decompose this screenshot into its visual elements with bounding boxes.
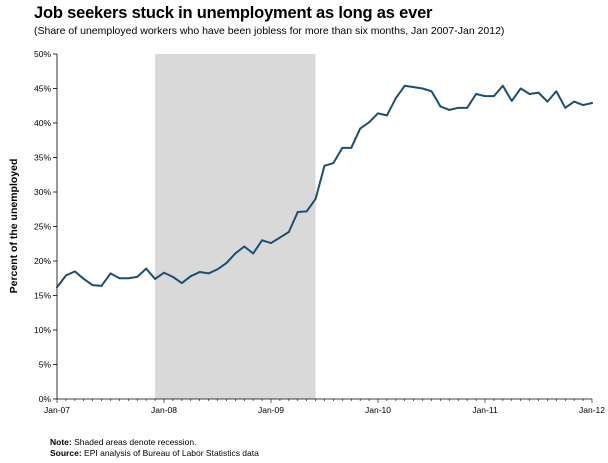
series-line — [56, 84, 593, 289]
x-tick-label: Jan-09 — [258, 405, 284, 415]
note-line: Note: Shaded areas denote recession. — [50, 437, 259, 448]
data-point — [394, 97, 397, 100]
data-point — [82, 278, 85, 280]
data-point — [189, 275, 192, 278]
data-point — [555, 90, 558, 93]
y-tick-label: 30% — [34, 187, 51, 197]
data-point — [510, 100, 513, 102]
notes-block: Note: Shaded areas denote recession. Sou… — [50, 437, 259, 459]
data-point — [564, 106, 567, 109]
data-point — [154, 278, 156, 280]
data-point — [198, 271, 201, 273]
y-tick-label: 40% — [34, 118, 51, 128]
data-point — [216, 268, 219, 271]
data-point — [493, 95, 495, 97]
data-point — [537, 91, 540, 94]
note-text: Shaded areas denote recession. — [74, 437, 197, 447]
y-tick-label: 50% — [34, 49, 51, 59]
data-point — [305, 210, 308, 213]
data-point — [252, 252, 255, 255]
data-point — [91, 284, 94, 287]
x-tick-label: Jan-10 — [365, 405, 391, 415]
data-point — [180, 282, 183, 284]
data-point — [118, 277, 121, 280]
data-point — [261, 239, 263, 242]
data-point — [56, 286, 58, 289]
data-point — [127, 277, 130, 280]
data-point — [100, 284, 103, 287]
y-tick-label: 5% — [39, 360, 52, 370]
data-point — [528, 93, 531, 95]
data-point — [207, 272, 210, 275]
y-axis-label: Percent of the unemployed — [8, 159, 20, 294]
data-point — [484, 95, 486, 97]
data-point — [163, 271, 165, 274]
data-point — [582, 104, 584, 106]
data-point — [359, 127, 362, 130]
chart-subtitle: (Share of unemployed workers who have be… — [34, 25, 505, 37]
data-point — [323, 164, 326, 167]
data-point — [332, 162, 335, 164]
source-label: Source: — [50, 448, 82, 458]
data-point — [296, 211, 299, 213]
data-point — [287, 231, 290, 233]
data-point — [475, 93, 477, 95]
y-tick-label: 10% — [34, 325, 51, 335]
data-point — [368, 121, 370, 124]
data-point — [377, 112, 379, 115]
data-point — [172, 275, 174, 278]
data-point — [243, 245, 246, 248]
series-layer — [56, 84, 593, 289]
data-point — [546, 100, 549, 103]
axes-layer: 0% 5% 10% 15% 20% 25% 30% 35% 40% 45% 50% Jan-07 Jan… — [34, 49, 605, 415]
source-text: EPI analysis of Bureau of Labor Statisti… — [84, 448, 259, 458]
data-point — [136, 275, 139, 278]
chart-title: Job seekers stuck in unemployment as lon… — [34, 4, 433, 22]
data-point — [279, 236, 281, 239]
recession-shade — [155, 54, 316, 399]
data-point — [65, 274, 67, 277]
data-point — [573, 100, 576, 103]
data-point — [350, 146, 353, 149]
data-point — [314, 198, 317, 200]
y-tick-label: 15% — [34, 291, 51, 301]
x-tick-label: Jan-08 — [151, 405, 177, 415]
x-tick-label: Jan-12 — [579, 405, 605, 415]
data-point — [430, 90, 433, 93]
data-point — [234, 252, 237, 255]
y-tick-label: 20% — [34, 256, 51, 266]
y-tick-label: 0% — [39, 394, 52, 404]
recession-shading-layer — [155, 54, 316, 399]
data-point — [225, 262, 228, 264]
data-point — [519, 87, 522, 90]
data-point — [109, 272, 112, 275]
source-line: Source: EPI analysis of Bureau of Labor … — [50, 448, 259, 459]
y-tick-label: 35% — [34, 153, 51, 163]
data-point — [412, 86, 415, 89]
data-point — [439, 105, 442, 108]
data-point — [73, 270, 76, 273]
data-point — [457, 106, 460, 109]
data-point — [270, 242, 272, 244]
data-point — [591, 102, 593, 104]
note-label: Note: — [50, 437, 72, 447]
x-tick-label: Jan-07 — [44, 405, 70, 415]
data-point — [341, 146, 344, 149]
x-tick-label: Jan-11 — [472, 405, 498, 415]
data-point — [386, 114, 388, 117]
data-point — [145, 267, 148, 270]
data-point — [403, 84, 406, 87]
data-point — [466, 106, 469, 109]
y-tick-label: 45% — [34, 84, 51, 94]
y-tick-label: 25% — [34, 222, 51, 232]
data-point — [421, 87, 424, 90]
data-point — [448, 108, 451, 111]
data-point — [501, 84, 504, 87]
